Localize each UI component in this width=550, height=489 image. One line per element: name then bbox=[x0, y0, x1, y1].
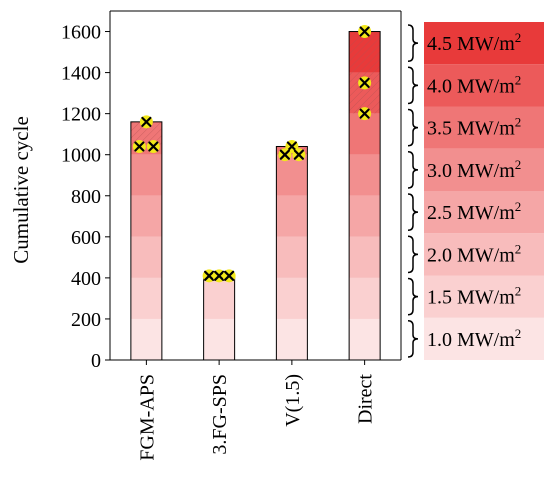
legend-swatch bbox=[424, 106, 544, 149]
legend-band-label: 3.5 MW/m2 bbox=[427, 115, 521, 140]
x-category-label: 3.FG-SPS bbox=[209, 374, 231, 455]
axes bbox=[109, 10, 402, 361]
legend-swatch bbox=[424, 22, 544, 65]
legend-band-label: 3.0 MW/m2 bbox=[427, 157, 521, 182]
legend-band-label: 2.0 MW/m2 bbox=[427, 241, 521, 266]
failure-marker bbox=[132, 139, 146, 153]
bar-band-segment bbox=[130, 318, 162, 360]
legend-swatch bbox=[424, 64, 544, 107]
failure-markers bbox=[132, 25, 372, 283]
y-tick-label: 1400 bbox=[61, 63, 101, 85]
bar-band-segment bbox=[203, 318, 235, 360]
bar-fgm-aps bbox=[130, 121, 163, 361]
bar-band-segment bbox=[276, 154, 308, 196]
legend-swatch bbox=[424, 275, 544, 318]
failure-marker bbox=[358, 107, 372, 121]
failure-marker bbox=[202, 269, 216, 283]
legend-band-label: 2.5 MW/m2 bbox=[427, 199, 521, 224]
legend-swatch bbox=[424, 317, 544, 360]
failure-marker bbox=[292, 148, 306, 162]
bar-band-segment bbox=[130, 154, 162, 196]
bar-hatch bbox=[349, 31, 381, 114]
x-category-label: V(1.5) bbox=[282, 374, 304, 427]
y-tick-label: 1000 bbox=[61, 145, 101, 167]
failure-marker bbox=[146, 139, 160, 153]
legend-band-label: 4.5 MW/m2 bbox=[427, 30, 521, 55]
legend-band: 4.0 MW/m2 bbox=[407, 64, 544, 107]
bar-band-segment bbox=[130, 277, 162, 319]
x-category-label: Direct bbox=[355, 374, 377, 424]
bar-band-segment bbox=[349, 154, 381, 196]
heat-flux-legend: 1.0 MW/m2 1.5 MW/m2 2.0 MW/m2 2.5 MW/m2 3.0 … bbox=[407, 22, 544, 360]
legend-swatch bbox=[424, 148, 544, 191]
bars bbox=[130, 31, 381, 361]
y-tick-label: 0 bbox=[91, 350, 101, 372]
failure-marker bbox=[278, 148, 292, 162]
bar-band-segment bbox=[349, 318, 381, 360]
failure-marker bbox=[358, 76, 372, 90]
failure-marker bbox=[212, 269, 226, 283]
legend-band: 3.0 MW/m2 bbox=[407, 148, 544, 191]
brace-icon bbox=[407, 66, 419, 105]
y-tick-label: 800 bbox=[71, 186, 101, 208]
bar-band-segment bbox=[130, 236, 162, 278]
bar-band-segment bbox=[276, 236, 308, 278]
brace-icon bbox=[407, 277, 419, 316]
legend-band-label: 4.0 MW/m2 bbox=[427, 72, 521, 97]
y-tick-label: 600 bbox=[71, 227, 101, 249]
y-tick-label: 1200 bbox=[61, 104, 101, 126]
brace-icon bbox=[407, 235, 419, 274]
bar-band-segment bbox=[203, 277, 235, 319]
bar-band-segment bbox=[276, 277, 308, 319]
bar-band-segment bbox=[349, 236, 381, 278]
brace-icon bbox=[407, 151, 419, 189]
bar-v-1-5- bbox=[275, 145, 308, 361]
legend-band: 3.5 MW/m2 bbox=[407, 106, 544, 149]
failure-marker bbox=[222, 269, 236, 283]
y-tick-label: 200 bbox=[71, 309, 101, 331]
bar-band-segment bbox=[349, 277, 381, 319]
bar-band-segment bbox=[349, 195, 381, 237]
bar-band-segment bbox=[276, 195, 308, 237]
legend-swatch bbox=[424, 233, 544, 276]
legend-band: 1.0 MW/m2 bbox=[407, 317, 544, 360]
brace-icon bbox=[407, 320, 419, 358]
y-ticks: 0 200 400 600 800 1000 1200 1400 1600 bbox=[61, 22, 110, 372]
y-tick-label: 400 bbox=[71, 268, 101, 290]
legend-swatch bbox=[424, 191, 544, 234]
legend-band: 2.0 MW/m2 bbox=[407, 233, 544, 276]
bar-band-segment bbox=[349, 113, 381, 155]
bar-band-segment bbox=[276, 318, 308, 360]
y-tick-label: 1600 bbox=[61, 22, 101, 44]
legend-band: 2.5 MW/m2 bbox=[407, 191, 544, 234]
bar-3-fg-sps bbox=[203, 275, 236, 361]
failure-marker bbox=[358, 25, 372, 39]
legend-band: 1.5 MW/m2 bbox=[407, 275, 544, 318]
failure-marker bbox=[139, 115, 153, 129]
y-axis-label: Cumulative cycle bbox=[9, 116, 33, 264]
brace-icon bbox=[407, 24, 419, 62]
x-categories: FGM-APS 3.FG-SPS V(1.5) Direct bbox=[136, 360, 377, 461]
bar-band-segment bbox=[130, 195, 162, 237]
brace-icon bbox=[407, 108, 419, 147]
legend-band: 4.5 MW/m2 bbox=[407, 22, 544, 65]
x-category-label: FGM-APS bbox=[136, 374, 158, 461]
legend-band-label: 1.5 MW/m2 bbox=[427, 284, 521, 309]
brace-icon bbox=[407, 193, 419, 231]
legend-band-label: 1.0 MW/m2 bbox=[427, 326, 521, 351]
